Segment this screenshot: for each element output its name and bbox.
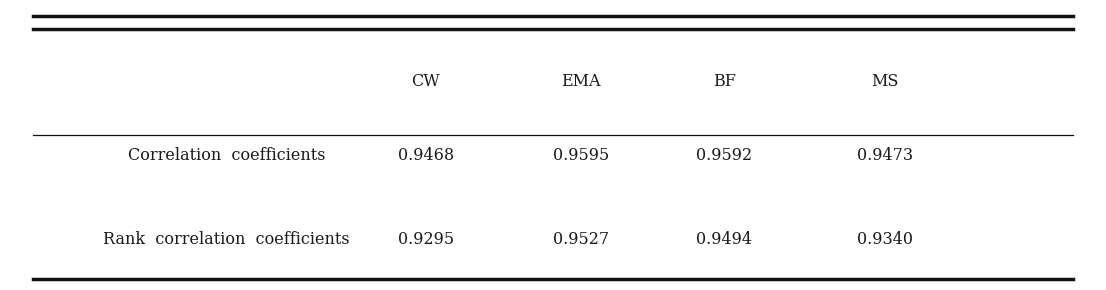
- Text: 0.9340: 0.9340: [857, 231, 912, 248]
- Text: Correlation  coefficients: Correlation coefficients: [128, 147, 325, 164]
- Text: EMA: EMA: [561, 73, 601, 90]
- Text: 0.9527: 0.9527: [553, 231, 608, 248]
- Text: 0.9468: 0.9468: [398, 147, 453, 164]
- Text: 0.9295: 0.9295: [398, 231, 453, 248]
- Text: 0.9592: 0.9592: [697, 147, 752, 164]
- Text: 0.9494: 0.9494: [697, 231, 752, 248]
- Text: Rank  correlation  coefficients: Rank correlation coefficients: [104, 231, 349, 248]
- Text: CW: CW: [411, 73, 440, 90]
- Text: BF: BF: [713, 73, 735, 90]
- Text: 0.9595: 0.9595: [553, 147, 608, 164]
- Text: MS: MS: [872, 73, 898, 90]
- Text: 0.9473: 0.9473: [857, 147, 912, 164]
